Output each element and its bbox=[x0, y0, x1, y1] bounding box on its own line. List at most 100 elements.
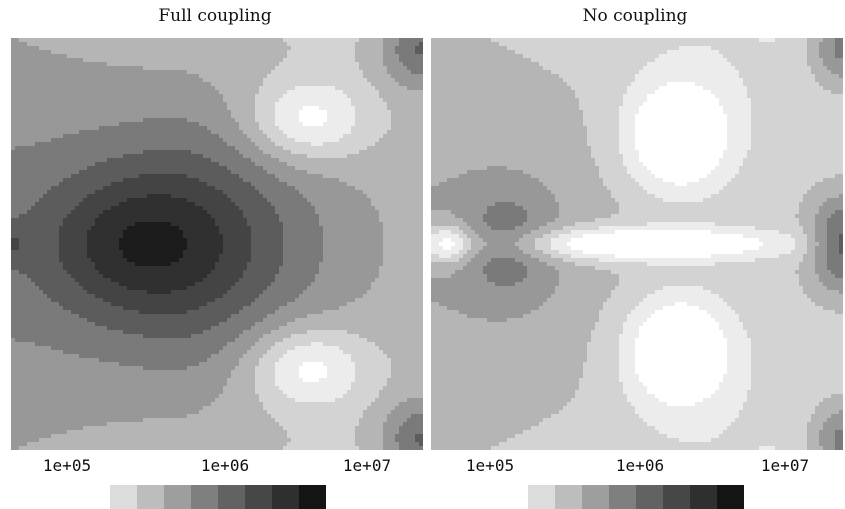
contour-cell bbox=[155, 214, 160, 219]
contour-cell bbox=[175, 66, 180, 71]
contour-cell bbox=[111, 134, 116, 139]
contour-cell bbox=[51, 142, 56, 147]
contour-cell bbox=[143, 194, 148, 199]
contour-cell bbox=[271, 214, 276, 219]
contour-cell bbox=[419, 158, 423, 163]
contour-cell bbox=[383, 134, 388, 139]
contour-cell bbox=[115, 42, 120, 47]
contour-cell bbox=[171, 90, 176, 95]
contour-cell bbox=[31, 102, 36, 107]
contour-cell bbox=[367, 138, 372, 143]
contour-cell bbox=[351, 178, 356, 183]
contour-cell bbox=[331, 166, 336, 171]
contour-cell bbox=[375, 170, 380, 175]
contour-cell bbox=[67, 154, 72, 159]
contour-cell bbox=[363, 38, 368, 43]
contour-cell bbox=[131, 186, 136, 191]
contour-cell bbox=[263, 194, 268, 199]
contour-cell bbox=[19, 194, 24, 199]
contour-cell bbox=[123, 178, 128, 183]
contour-cell bbox=[19, 106, 24, 111]
contour-cell bbox=[267, 202, 272, 207]
contour-cell bbox=[275, 202, 280, 207]
contour-cell bbox=[95, 166, 100, 171]
contour-cell bbox=[79, 62, 84, 67]
contour-cell bbox=[387, 174, 392, 179]
contour-cell bbox=[399, 46, 404, 51]
contour-cell bbox=[191, 198, 196, 203]
contour-cell bbox=[227, 186, 232, 191]
contour-cell bbox=[203, 110, 208, 115]
contour-cell bbox=[343, 210, 348, 215]
contour-cell bbox=[15, 214, 20, 219]
contour-cell bbox=[111, 42, 116, 47]
contour-cell bbox=[187, 114, 192, 119]
contour-cell bbox=[207, 158, 212, 163]
contour-cell bbox=[355, 178, 360, 183]
contour-cell bbox=[391, 134, 396, 139]
contour-cell bbox=[207, 94, 212, 99]
contour-cell bbox=[35, 222, 40, 227]
contour-cell bbox=[19, 138, 24, 143]
contour-cell bbox=[75, 90, 80, 95]
contour-cell bbox=[315, 90, 320, 95]
contour-cell bbox=[35, 146, 40, 151]
contour-cell bbox=[203, 186, 208, 191]
contour-cell bbox=[179, 58, 184, 63]
contour-cell bbox=[123, 94, 128, 99]
contour-cell bbox=[387, 226, 392, 231]
contour-cell bbox=[215, 218, 220, 223]
contour-cell bbox=[295, 38, 300, 43]
contour-cell bbox=[91, 114, 96, 119]
contour-cell bbox=[191, 70, 196, 75]
contour-cell bbox=[123, 102, 128, 107]
contour-cell bbox=[251, 106, 256, 111]
contour-cell bbox=[143, 54, 148, 59]
contour-cell bbox=[119, 90, 124, 95]
contour-cell bbox=[107, 62, 112, 67]
contour-cell bbox=[231, 66, 236, 71]
contour-cell bbox=[367, 78, 372, 83]
contour-cell bbox=[175, 58, 180, 63]
contour-cell bbox=[331, 218, 336, 223]
contour-cell bbox=[147, 226, 152, 231]
contour-cell bbox=[263, 86, 268, 91]
contour-cell bbox=[43, 202, 48, 207]
contour-cell bbox=[255, 94, 260, 99]
contour-cell bbox=[227, 162, 232, 167]
contour-cell bbox=[159, 106, 164, 111]
contour-cell bbox=[167, 94, 172, 99]
contour-cell bbox=[55, 154, 60, 159]
contour-cell bbox=[387, 70, 392, 75]
contour-cell bbox=[39, 50, 44, 55]
contour-cell bbox=[283, 218, 288, 223]
contour-cell bbox=[39, 134, 44, 139]
contour-cell bbox=[235, 150, 240, 155]
contour-cell bbox=[403, 218, 408, 223]
contour-cell bbox=[147, 154, 152, 159]
contour-cell bbox=[263, 118, 268, 123]
contour-cell bbox=[111, 190, 116, 195]
contour-cell bbox=[147, 106, 152, 111]
contour-cell bbox=[359, 122, 364, 127]
contour-cell bbox=[251, 134, 256, 139]
contour-cell bbox=[227, 146, 232, 151]
contour-cell bbox=[11, 194, 16, 199]
contour-cell bbox=[255, 174, 260, 179]
contour-cell bbox=[391, 58, 396, 63]
contour-cell bbox=[31, 42, 36, 47]
contour-cell bbox=[155, 134, 160, 139]
contour-cell bbox=[403, 66, 408, 71]
contour-cell bbox=[371, 182, 376, 187]
contour-cell bbox=[99, 206, 104, 211]
contour-cell bbox=[99, 102, 104, 107]
contour-cell bbox=[35, 50, 40, 55]
contour-cell bbox=[279, 198, 284, 203]
contour-cell bbox=[195, 74, 200, 79]
contour-cell bbox=[135, 138, 140, 143]
contour-cell bbox=[139, 190, 144, 195]
contour-cell bbox=[127, 66, 132, 71]
contour-cell bbox=[339, 222, 344, 227]
contour-cell bbox=[115, 46, 120, 51]
contour-cell bbox=[395, 134, 400, 139]
